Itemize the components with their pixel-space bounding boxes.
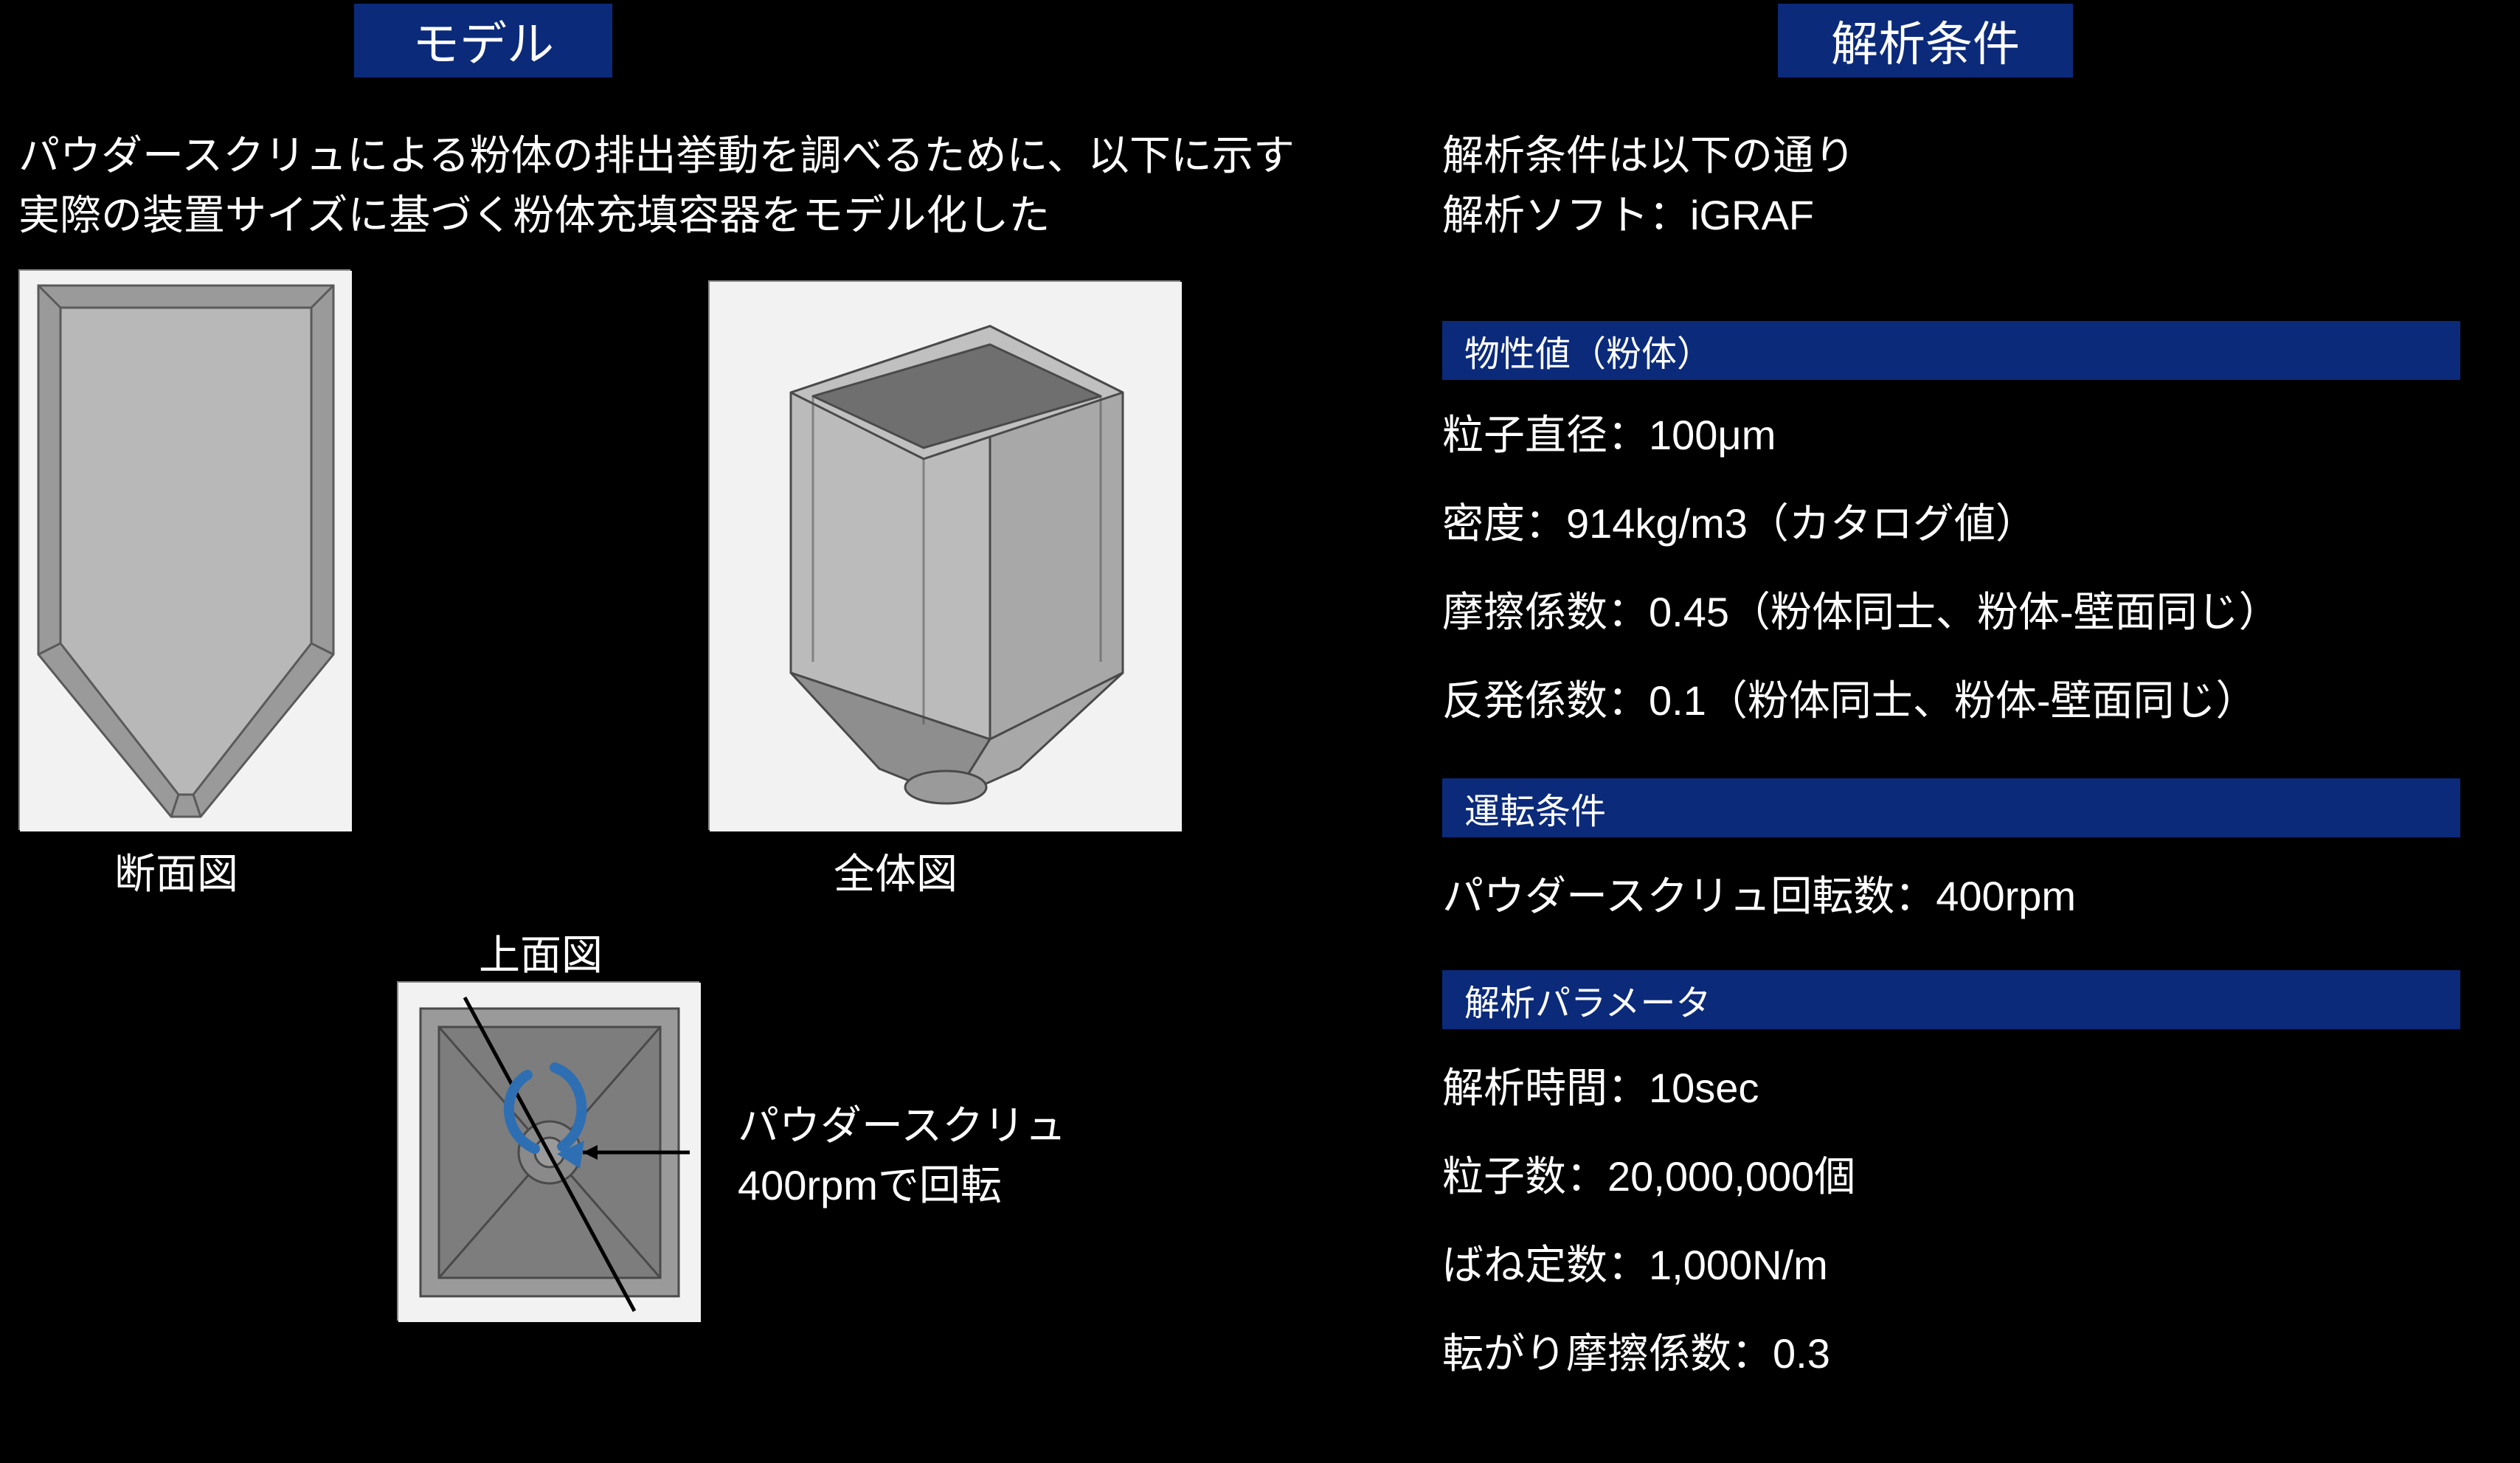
right-title-text: 解析条件 [1831, 7, 2020, 75]
top-view-note: パウダースクリュ 400rpmで回転 [738, 1096, 1066, 1215]
section-bar-2: 解析パラメータ [1442, 970, 2460, 1029]
section2-line2: ばね定数：1,000N/m [1442, 1232, 1828, 1292]
left-title-badge: モデル [354, 4, 612, 77]
front-view-svg [20, 271, 352, 831]
iso-view-label: 全体図 [834, 841, 958, 901]
top-view-label-above: 上面図 [479, 922, 603, 982]
section1-line0: パウダースクリュ回転数：400rpm [1442, 863, 2076, 923]
top-view-panel [397, 981, 699, 1321]
section-header-2: 解析パラメータ [1464, 974, 1711, 1026]
section0-line0: 粒子直径：100μm [1442, 402, 1776, 462]
top-view-svg [398, 983, 701, 1322]
right-caption: 解析条件は以下の通り 解析ソフト：iGRAF [1442, 125, 1855, 245]
section2-line0: 解析時間：10sec [1442, 1055, 1759, 1115]
front-view-label: 断面図 [114, 841, 238, 901]
section0-line2: 摩擦係数：0.45（粉体同士、粉体-壁面同じ） [1442, 579, 2280, 639]
section-bar-1: 運転条件 [1442, 778, 2460, 837]
right-title-badge: 解析条件 [1778, 4, 2073, 77]
section2-line1: 粒子数：20,000,000個 [1442, 1144, 1855, 1203]
front-view-panel [18, 269, 350, 830]
iso-view-svg [710, 282, 1182, 831]
section0-line1: 密度：914kg/m3（カタログ値） [1442, 491, 2037, 550]
section0-line3: 反発係数：0.1（粉体同士、粉体-壁面同じ） [1442, 668, 2257, 727]
iso-view-panel [708, 280, 1180, 830]
section-header-0: 物性値（粉体） [1464, 325, 1712, 376]
section-header-1: 運転条件 [1464, 782, 1606, 834]
section2-line3: 転がり摩擦係数：0.3 [1442, 1321, 1830, 1380]
section-bar-0: 物性値（粉体） [1442, 321, 2460, 380]
left-title-text: モデル [412, 7, 554, 75]
left-caption: パウダースクリュによる粉体の排出挙動を調べるために、以下に示す 実際の装置サイズ… [18, 125, 1295, 245]
